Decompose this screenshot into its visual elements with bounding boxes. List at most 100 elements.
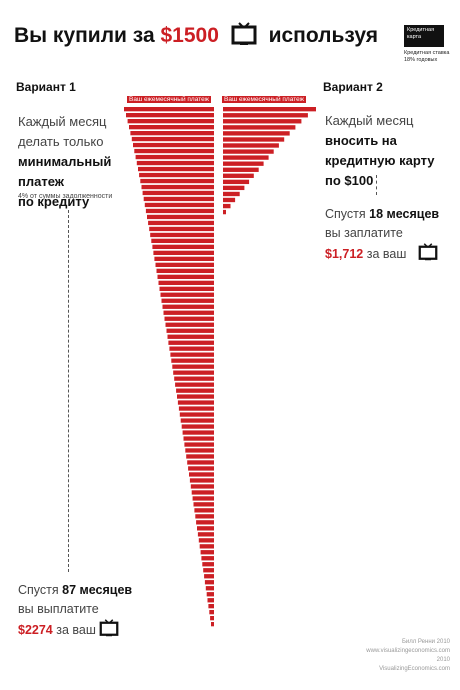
option1-bar bbox=[169, 346, 214, 351]
option1-bar bbox=[126, 113, 214, 118]
credit-card-icon: Кредитная карта bbox=[404, 25, 444, 47]
option1-result-prefix: Спустя bbox=[18, 583, 59, 597]
option2-bar bbox=[223, 125, 296, 130]
option1-bar bbox=[160, 292, 214, 297]
option2-bar bbox=[223, 137, 285, 142]
option1-bar bbox=[134, 148, 214, 154]
option1-bar bbox=[176, 388, 214, 393]
option2-result: Спустя 18 месяцев вы заплатите $1,712 за… bbox=[325, 205, 439, 267]
option1-bar-label: Ваш ежемесячный платеж bbox=[127, 96, 211, 103]
credits-line2: www.visualizingeconomics.com bbox=[366, 648, 450, 654]
option2-bar bbox=[223, 197, 236, 203]
option1-bar bbox=[173, 370, 214, 375]
option1-arrow bbox=[68, 210, 69, 572]
option1-bar bbox=[204, 574, 214, 579]
option1-bar bbox=[202, 562, 214, 567]
option1-bar bbox=[170, 352, 214, 357]
option1-bar bbox=[162, 304, 214, 309]
option1-bar bbox=[140, 178, 214, 184]
page-title: Вы купили за $1500 используя bbox=[14, 22, 378, 52]
option1-bar bbox=[177, 400, 214, 405]
option2-bar bbox=[223, 143, 279, 148]
option1-result-amount: $2274 bbox=[18, 623, 53, 637]
option2-description: Каждый месяц вносить на кредитную карту … bbox=[325, 111, 435, 191]
option2-line2: вносить на bbox=[325, 133, 397, 148]
option1-bar bbox=[192, 496, 214, 501]
tv-icon bbox=[231, 22, 257, 52]
option1-bar bbox=[161, 298, 214, 303]
option1-bar bbox=[211, 622, 214, 627]
option1-bar bbox=[167, 334, 214, 339]
option1-bar bbox=[129, 125, 214, 130]
option1-bar bbox=[142, 190, 214, 196]
option1-bar bbox=[127, 119, 214, 124]
option1-bar bbox=[179, 412, 214, 417]
option1-bar bbox=[136, 160, 214, 166]
card-text: Кредитная карта bbox=[407, 27, 435, 40]
title-after: используя bbox=[268, 24, 378, 47]
option1-bar bbox=[206, 592, 214, 597]
option2-arrow bbox=[376, 175, 377, 195]
option1-bar bbox=[131, 136, 214, 142]
option1-bar bbox=[165, 322, 214, 327]
option2-bar bbox=[223, 167, 259, 172]
credits-line3: 2010 bbox=[436, 657, 450, 663]
option1-result: Спустя 87 месяцев вы выплатите $2274 за … bbox=[18, 581, 132, 643]
option1-line1: Каждый месяц bbox=[18, 114, 107, 129]
option2-bar bbox=[223, 107, 316, 112]
option2-result-months: 18 месяцев bbox=[369, 207, 440, 221]
option1-bar bbox=[182, 430, 214, 435]
option1-line4: платеж bbox=[18, 174, 64, 189]
option1-result-months: 87 месяцев bbox=[62, 583, 133, 597]
option1-bar bbox=[199, 544, 214, 549]
option2-line3: кредитную карту bbox=[325, 153, 435, 168]
option1-bar bbox=[147, 214, 214, 220]
option1-line3: минимальный bbox=[18, 154, 112, 169]
option2-line4: по $100 bbox=[325, 173, 374, 188]
option1-bar bbox=[201, 556, 214, 561]
option1-bar bbox=[130, 131, 214, 136]
option1-bar bbox=[172, 364, 214, 369]
option2-result-prefix: Спустя bbox=[325, 207, 366, 221]
option1-bar bbox=[209, 610, 214, 615]
option1-bar bbox=[153, 250, 214, 256]
option1-bar bbox=[174, 376, 214, 381]
option1-bar bbox=[205, 586, 214, 591]
option1-bar bbox=[138, 166, 214, 172]
option1-bar bbox=[191, 490, 214, 495]
option1-bar bbox=[156, 268, 214, 274]
option1-bar bbox=[155, 262, 214, 268]
option1-bar bbox=[152, 244, 214, 250]
option1-bar bbox=[133, 142, 214, 148]
option2-bar bbox=[223, 209, 226, 215]
card-note: Кредитная ставка 18% годовых bbox=[404, 50, 450, 63]
option1-note: 4% от суммы задолженности bbox=[18, 193, 113, 200]
option1-bar bbox=[181, 424, 214, 429]
option1-bar bbox=[189, 478, 214, 483]
option1-bar bbox=[210, 616, 214, 621]
option1-result-line2: вы выплатите bbox=[18, 602, 99, 616]
option1-bar bbox=[200, 550, 214, 555]
option1-bar bbox=[190, 484, 214, 489]
option2-bar bbox=[223, 131, 290, 136]
credits-line4: VisualizingEconomics.com bbox=[379, 666, 450, 672]
option1-bar bbox=[193, 502, 214, 507]
option1-bar bbox=[135, 154, 214, 160]
option1-bar bbox=[183, 436, 214, 441]
option1-bar bbox=[157, 274, 214, 280]
option1-bar bbox=[141, 184, 214, 190]
option1-bar bbox=[154, 256, 214, 262]
option1-description: Каждый месяц делать только минимальный п… bbox=[18, 112, 111, 212]
option1-bar bbox=[187, 460, 214, 465]
option1-bar bbox=[143, 196, 214, 202]
option1-bar bbox=[139, 172, 214, 178]
option1-bar bbox=[144, 202, 214, 208]
option1-bar bbox=[196, 520, 214, 525]
option2-bar bbox=[223, 155, 269, 160]
tv-icon bbox=[418, 243, 438, 267]
title-price: $1500 bbox=[160, 24, 219, 47]
tv-icon bbox=[99, 619, 119, 643]
option1-bar bbox=[175, 382, 214, 387]
option2-label: Вариант 2 bbox=[323, 80, 383, 94]
